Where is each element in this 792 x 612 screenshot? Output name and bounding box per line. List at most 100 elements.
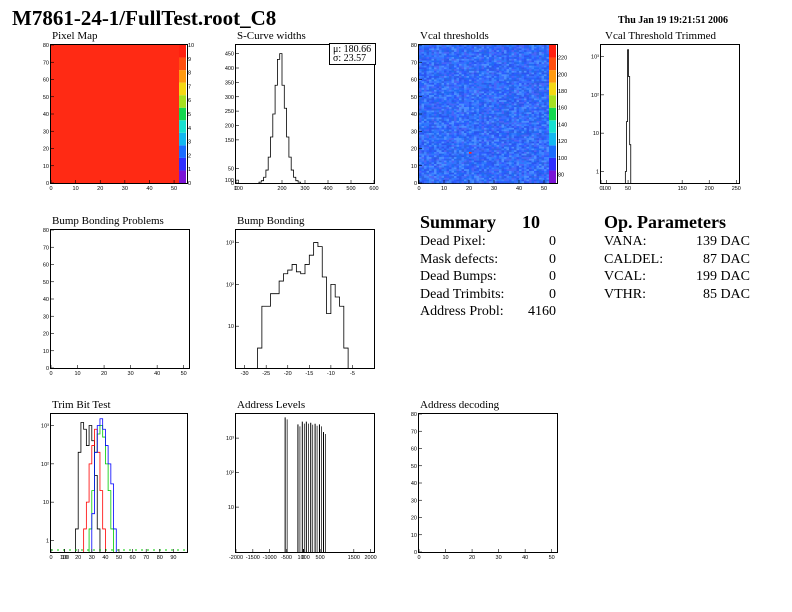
y-tick-label: 50 [411,464,417,470]
op-param-label: VCAL: [604,269,646,284]
vcal-threshold-cells [419,45,550,184]
y-tick-label: 70 [43,245,49,251]
summary-row-row: Mask defects: 0 [420,252,560,270]
trim-bit-series [91,418,117,552]
y-tick-label: 70 [43,60,49,66]
y-tick-label: 40 [411,112,417,118]
y-tick-label: 0 [46,366,49,372]
trim-bit-plot: 0 10 20 30 40 50 60 70 80 90 100 1 10 10² 10³ [41,413,188,561]
y-tick-label: 40 [411,481,417,487]
summary-row-label: Dead Pixel: [420,234,486,249]
palette-tick-label: 6 [188,98,191,104]
y-tick-label: 10³ [41,424,49,430]
y-tick-label: 10 [411,533,417,539]
y-tick-label: 0 [46,181,49,187]
scurve-stats-box: μ: 180.66 σ: 23.57 [329,43,377,65]
x-tick-label: 10 [442,555,448,561]
x-tick-label: 100 [60,555,69,561]
y-tick-label: 50 [43,95,49,101]
y-tick-label: 10² [226,471,234,477]
summary-row-label: Dead Bumps: [420,269,497,284]
palette-swatch [179,145,186,158]
y-tick-label: 150 [225,138,234,144]
summary-table: Summary 10 Dead Pixel: 0 Mask defects: 0 Dea… [420,212,560,322]
summary-row-value: 4160 [528,304,556,319]
x-tick-label: 30 [122,186,128,192]
x-tick-label: 0 [49,371,52,377]
x-tick-label: 150 [678,186,687,192]
y-tick-label: 80 [411,412,417,418]
palette-tick-label: 120 [558,139,567,145]
summary-row-value: 0 [549,251,556,267]
palette-tick-label: 80 [558,173,564,179]
x-tick-label: 70 [143,555,149,561]
palette-swatch [179,57,186,71]
x-tick-label: 20 [466,186,472,192]
bump-problems-plot: 0 10 20 30 40 50 0 10 20 30 40 50 60 70 80 [43,228,190,377]
palette-tick-label: 7 [188,84,191,90]
bump-bonding-title: Bump Bonding [237,215,305,227]
y-tick-label: 10 [228,324,234,330]
x-tick-label: 30 [491,186,497,192]
palette-tick-label: 2 [188,153,191,159]
palette-swatch [179,107,186,121]
x-tick-label: -5 [350,371,355,377]
y-tick-label: 0 [414,181,417,187]
palette-swatch [549,170,556,183]
y-tick-label: 20 [411,147,417,153]
summary-row-row: Dead Bumps: 0 [420,269,560,287]
x-tick-label: 100 [234,186,243,192]
y-tick-label: 250 [225,109,234,115]
scurve-mean: μ: 180.66 [333,44,372,55]
y-tick-label: 10 [411,164,417,170]
x-tick-label: 40 [146,186,152,192]
x-tick-label: 0 [49,555,52,561]
x-tick-label: -1500 [246,555,260,561]
y-tick-label: 20 [43,332,49,338]
y-tick-label: 10³ [226,241,234,247]
summary-row-row: Address Probl: 4160 [420,304,560,322]
vcal-thresholds-plot: 80 100 120 140 160 180 200 220 0 10 20 30 40 50 0 10 20 3… [411,43,567,192]
palette-tick-label: 8 [188,71,191,77]
palette-swatch [549,132,556,146]
x-tick-label: -500 [281,555,292,561]
palette-swatch [179,170,186,183]
palette-swatch [179,120,186,133]
palette-swatch [549,145,556,158]
summary-row-row: Dead Trimbits: 0 [420,287,560,305]
x-tick-label: 20 [75,555,81,561]
summary-row-label: Address Probl: [420,304,504,319]
op-param-value: 85 DAC [702,286,750,302]
op-param-value: 139 DAC [695,234,750,249]
y-tick-label: 50 [411,95,417,101]
x-tick-label: 200 [277,186,286,192]
x-tick-label: 20 [469,555,475,561]
y-tick-label: 60 [411,447,417,453]
x-tick-label: 90 [170,555,176,561]
x-tick-label: 50 [171,186,177,192]
x-tick-label: 200 [705,186,714,192]
summary-row-label: Dead Trimbits: [420,286,505,302]
y-tick-label: 1 [596,169,599,175]
x-tick-label: 1000 [298,555,310,561]
y-tick-label: 10² [41,462,49,468]
y-tick-label: 20 [43,147,49,153]
palette-tick-label: 200 [558,72,567,78]
x-tick-label: 0 [234,186,237,192]
op-parameters-title: Op. Parameters [604,212,726,232]
x-tick-label: 20 [97,186,103,192]
y-tick-label: 10² [591,93,599,99]
op-param-row: VCAL: 199 DAC [604,269,754,287]
y-tick-label: 50 [228,167,234,173]
y-tick-label: 300 [225,95,234,101]
x-tick-label: -1000 [263,555,277,561]
hot-pixel [469,151,472,154]
x-tick-label: 250 [732,186,741,192]
summary-row-value: 0 [549,286,556,302]
timestamp: Thu Jan 19 19:21:51 2006 [618,15,729,26]
x-tick-label: 40 [154,371,160,377]
y-tick-label: 60 [43,78,49,84]
y-tick-label: 80 [411,43,417,49]
y-tick-label: 70 [411,60,417,66]
palette-swatch [549,95,556,108]
